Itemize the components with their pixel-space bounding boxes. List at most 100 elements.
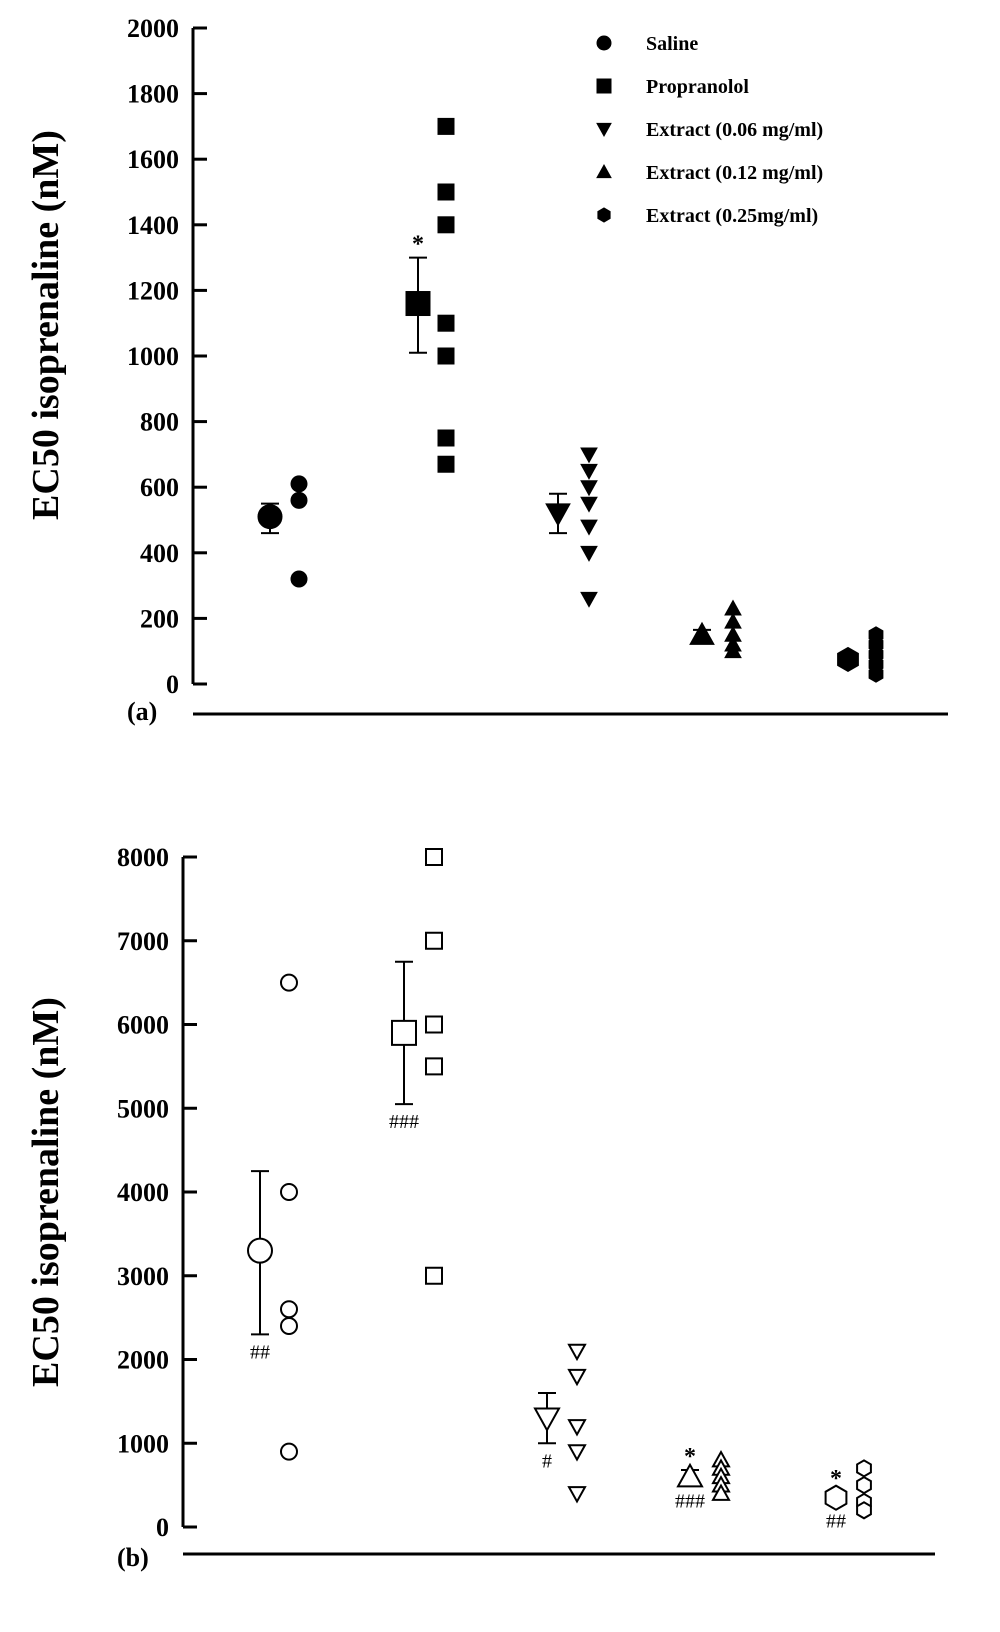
data-point [580, 545, 598, 562]
data-point [856, 1459, 872, 1478]
data-point [856, 1501, 872, 1520]
data-point [280, 1317, 298, 1335]
mean-marker [257, 504, 283, 530]
legend-marker [596, 35, 612, 51]
data-point [567, 1343, 587, 1362]
significance-mark: # [542, 1450, 552, 1472]
data-point [280, 1300, 298, 1319]
data-point [280, 973, 298, 992]
data-point [580, 496, 598, 513]
mean-marker [824, 1484, 848, 1511]
panel-label: (a) [127, 697, 157, 726]
data-point [437, 216, 455, 234]
data-point [437, 314, 455, 332]
series-3 [545, 447, 598, 608]
mean-marker [837, 646, 859, 672]
series-3: # [533, 1343, 587, 1504]
y-tick-label: 3000 [117, 1262, 169, 1291]
data-point [724, 642, 742, 659]
series-4 [689, 599, 742, 659]
panel-label: (b) [117, 1543, 149, 1572]
legend-marker [596, 78, 612, 94]
y-tick-label: 2000 [127, 14, 179, 43]
data-point [425, 931, 443, 950]
y-tick-label: 1400 [127, 211, 179, 240]
legend-label: Extract (0.12 mg/ml) [646, 162, 823, 184]
y-tick-label: 7000 [117, 927, 169, 956]
y-tick-label: 5000 [117, 1094, 169, 1123]
y-tick-label: 200 [140, 604, 179, 633]
mean-marker [689, 621, 715, 645]
data-point [580, 463, 598, 480]
data-point [580, 480, 598, 497]
series-5 [837, 626, 884, 683]
y-tick-label: 600 [140, 473, 179, 502]
series-2: * [405, 117, 455, 473]
data-point [580, 519, 598, 536]
data-point [567, 1444, 587, 1462]
data-point [437, 347, 455, 365]
data-point [425, 1057, 443, 1076]
significance-mark: ## [250, 1341, 270, 1363]
data-point [868, 665, 884, 683]
data-point [856, 1475, 872, 1495]
series-1: ## [247, 973, 298, 1461]
significance-mark-top: * [684, 1444, 696, 1470]
data-point [711, 1483, 731, 1501]
mean-marker [391, 1019, 417, 1046]
y-tick-label: 0 [156, 1513, 169, 1542]
legend-marker [596, 163, 612, 179]
significance-mark: ## [826, 1511, 846, 1533]
mean-marker [545, 503, 571, 527]
data-point [437, 455, 455, 473]
y-tick-label: 2000 [117, 1346, 169, 1375]
y-tick-label: 8000 [117, 843, 169, 872]
mean-marker [533, 1407, 561, 1433]
data-point [437, 117, 455, 135]
y-tick-label: 6000 [117, 1011, 169, 1040]
significance-mark: * [412, 232, 424, 258]
series-2: ### [389, 848, 443, 1285]
y-tick-label: 400 [140, 539, 179, 568]
data-point [580, 591, 598, 608]
y-tick-label: 1000 [117, 1429, 169, 1458]
data-point [437, 429, 455, 447]
series-4: ### * [675, 1444, 731, 1512]
y-tick-label: 1200 [127, 276, 179, 305]
legend-label: Saline [646, 33, 698, 55]
significance-mark: ### [675, 1490, 705, 1512]
legend-label: Propranolol [646, 76, 749, 98]
significance-mark-top: * [830, 1466, 842, 1492]
chart-panel-b: 0 1000 2000 3000 4000 5000 6000 7000 8000 EC50 is… [25, 843, 935, 1572]
y-axis-label: EC50 isoprenaline (nM) [25, 997, 67, 1387]
data-point [437, 183, 455, 201]
y-tick-label: 1800 [127, 80, 179, 109]
legend-marker [596, 122, 612, 138]
data-point [280, 1183, 298, 1201]
y-tick-label: 800 [140, 408, 179, 437]
mean-marker [676, 1462, 704, 1488]
mean-marker [405, 291, 431, 317]
data-point [425, 1015, 443, 1034]
legend-label: Extract (0.06 mg/ml) [646, 119, 823, 141]
data-point [567, 1368, 587, 1387]
y-tick-label: 1000 [127, 342, 179, 371]
y-tick-label: 4000 [117, 1178, 169, 1207]
legend-marker [597, 207, 611, 223]
y-axis-label: EC50 isoprenaline (nM) [25, 130, 67, 520]
series-1 [257, 475, 308, 588]
data-point [567, 1486, 587, 1504]
data-point [580, 447, 598, 464]
data-point [425, 848, 443, 866]
y-tick-label: 1600 [127, 145, 179, 174]
mean-marker [247, 1237, 273, 1264]
series-5: ## * [824, 1459, 872, 1533]
data-point [290, 475, 308, 493]
chart-panel-a: 0 200 400 600 800 1000 1200 1400 1600 1800 2000 EC5… [25, 14, 948, 726]
data-point [290, 491, 308, 509]
significance-mark: ### [389, 1111, 419, 1133]
y-tick-label: 0 [166, 670, 179, 699]
data-point [425, 1266, 443, 1285]
data-point [280, 1442, 298, 1461]
